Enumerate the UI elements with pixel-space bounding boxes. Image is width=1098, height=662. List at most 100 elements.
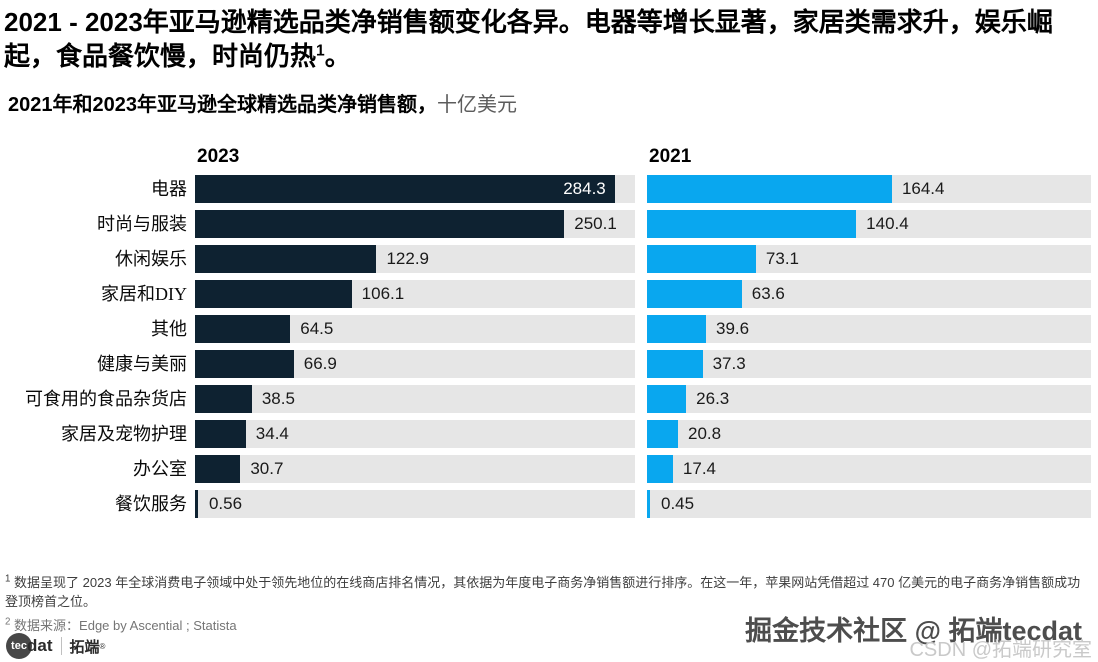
bar-2021	[647, 245, 756, 273]
chart-row: 健康与美丽 66.9 37.3	[3, 350, 1095, 378]
value-label-2021: 37.3	[712, 354, 746, 373]
value-label-2021: 17.4	[682, 459, 717, 478]
bar-track-2023: 30.7	[195, 455, 635, 483]
bar-track-2021: 39.6	[647, 315, 1091, 343]
bar-track-2021: 20.8	[647, 420, 1091, 448]
column-header-2023: 2023	[197, 146, 240, 167]
watermark-csdn: CSDN @拓端研究室	[909, 639, 1092, 661]
chart-row: 办公室 30.7 17.4	[3, 455, 1095, 483]
bar-track-2021: 37.3	[647, 350, 1091, 378]
bar-2023	[195, 350, 294, 378]
bar-2023	[195, 490, 198, 518]
footnote-2-marker: 2	[5, 616, 11, 628]
bar-2021	[647, 350, 703, 378]
chart-row: 电器 284.3 164.4	[3, 175, 1095, 203]
bar-chart: 2023 2021 电器 284.3 164.4 时尚与服装 250.1 140.4 休闲娱…	[3, 143, 1095, 525]
bar-track-2023: 34.4	[195, 420, 635, 448]
value-label-2021: 164.4	[901, 179, 945, 198]
bar-2023	[195, 245, 377, 273]
chart-subtitle-text: 2021年和2023年亚马逊全球精选品类净销售额，	[8, 94, 437, 116]
footnote-1: 1 数据呈现了 2023 年全球消费电子领域中处于领先地位的在线商店排名情况，其…	[5, 574, 1093, 612]
value-label-2023: 30.7	[250, 459, 284, 478]
bar-2023	[195, 455, 241, 483]
value-label-2021: 39.6	[716, 319, 750, 338]
page-title-text: 2021 - 2023年亚马逊精选品类净销售额变化各异。电器等增长显著，家居类需…	[4, 7, 1053, 72]
chart-rows: 电器 284.3 164.4 时尚与服装 250.1 140.4 休闲娱乐 122.9 73.1…	[3, 175, 1095, 518]
bar-2021	[647, 315, 706, 343]
value-label-2023: 64.5	[300, 319, 334, 338]
bar-track-2023: 38.5	[195, 385, 635, 413]
bar-track-2023: 64.5	[195, 315, 635, 343]
footnotes: 1 数据呈现了 2023 年全球消费电子领域中处于领先地位的在线商店排名情况，其…	[5, 574, 1093, 634]
value-label-2021: 26.3	[696, 389, 730, 408]
value-label-2023: 34.4	[255, 424, 289, 443]
value-label-2023: 250.1	[574, 214, 617, 233]
registered-trademark-icon: ®	[99, 641, 106, 651]
bar-track-2021: 63.6	[647, 280, 1091, 308]
tecdat-logo-chinese: 拓端	[69, 638, 100, 656]
bar-2023	[195, 420, 246, 448]
bar-2021	[647, 280, 742, 308]
bar-track-2021: 164.4	[647, 175, 1091, 203]
chart-subtitle: 2021年和2023年亚马逊全球精选品类净销售额，十亿美元	[8, 88, 517, 117]
bar-2021	[647, 385, 687, 413]
bar-track-2023: 0.56	[195, 490, 635, 518]
bar-2021	[647, 455, 673, 483]
watermark-juejin-tecdat: 掘金技术社区 @ 拓端tecdat	[745, 616, 1082, 646]
chart-row: 其他 64.5 39.6	[3, 315, 1095, 343]
title-footnote-marker: 1	[316, 42, 325, 60]
category-label: 家居及宠物护理	[61, 424, 187, 444]
category-label: 电器	[151, 179, 187, 199]
page-title: 2021 - 2023年亚马逊精选品类净销售额变化各异。电器等增长显著，家居类需…	[4, 5, 1092, 74]
value-label-2023: 0.56	[208, 494, 243, 513]
chart-row: 家居及宠物护理 34.4 20.8	[3, 420, 1095, 448]
chart-unit-label: 十亿美元	[436, 94, 517, 116]
bar-track-2023: 122.9	[195, 245, 635, 273]
bar-track-2021: 73.1	[647, 245, 1091, 273]
bar-track-2021: 0.45	[647, 490, 1091, 518]
bar-2023	[195, 175, 615, 203]
bar-2023	[195, 315, 291, 343]
value-label-2023: 66.9	[303, 354, 337, 373]
value-label-2021: 0.45	[660, 494, 695, 513]
value-label-2023: 122.9	[386, 249, 429, 268]
bar-2023	[195, 385, 252, 413]
tecdat-logo: tec dat 拓端 ®	[6, 633, 105, 659]
category-label: 健康与美丽	[97, 354, 187, 374]
column-header-2021: 2021	[649, 146, 692, 167]
bar-track-2023: 250.1	[195, 210, 635, 238]
category-label: 时尚与服装	[97, 214, 187, 234]
bar-2021	[647, 210, 857, 238]
footnote-2-source: 2 数据来源：Edge by Ascential ; Statista	[5, 615, 1093, 634]
logo-divider	[60, 637, 62, 655]
chart-row: 休闲娱乐 122.9 73.1	[3, 245, 1095, 273]
bar-track-2023: 284.3	[195, 175, 635, 203]
chart-header-row: 2023 2021	[3, 143, 1095, 168]
category-label: 可食用的食品杂货店	[25, 389, 187, 409]
category-label: 办公室	[133, 459, 187, 479]
bar-track-2021: 17.4	[647, 455, 1091, 483]
chart-row: 可食用的食品杂货店 38.5 26.3	[3, 385, 1095, 413]
footnote-2-text: 数据来源：Edge by Ascential ; Statista	[10, 617, 237, 633]
value-label-2023: 38.5	[261, 389, 295, 408]
category-label: 休闲娱乐	[115, 249, 187, 269]
category-label: 餐饮服务	[115, 494, 187, 514]
footnote-1-text: 数据呈现了 2023 年全球消费电子领域中处于领先地位的在线商店排名情况，其依据…	[5, 575, 1081, 609]
bar-track-2023: 106.1	[195, 280, 635, 308]
bar-2021	[647, 175, 892, 203]
chart-row: 餐饮服务 0.56 0.45	[3, 490, 1095, 518]
value-label-2021: 73.1	[765, 249, 799, 268]
chart-row: 时尚与服装 250.1 140.4	[3, 210, 1095, 238]
value-label-2023: 284.3	[563, 179, 606, 198]
value-label-2021: 20.8	[687, 424, 722, 443]
value-label-2021: 140.4	[866, 214, 909, 233]
page-title-period: 。	[324, 41, 351, 72]
tecdat-logo-circle-icon: tec	[6, 633, 32, 659]
tecdat-logo-text: dat	[27, 636, 53, 655]
value-label-2023: 106.1	[361, 284, 405, 303]
bar-track-2021: 26.3	[647, 385, 1091, 413]
bar-2021	[647, 490, 650, 518]
bar-2023	[195, 280, 352, 308]
bar-2023	[195, 210, 565, 238]
value-label-2021: 63.6	[751, 284, 785, 303]
